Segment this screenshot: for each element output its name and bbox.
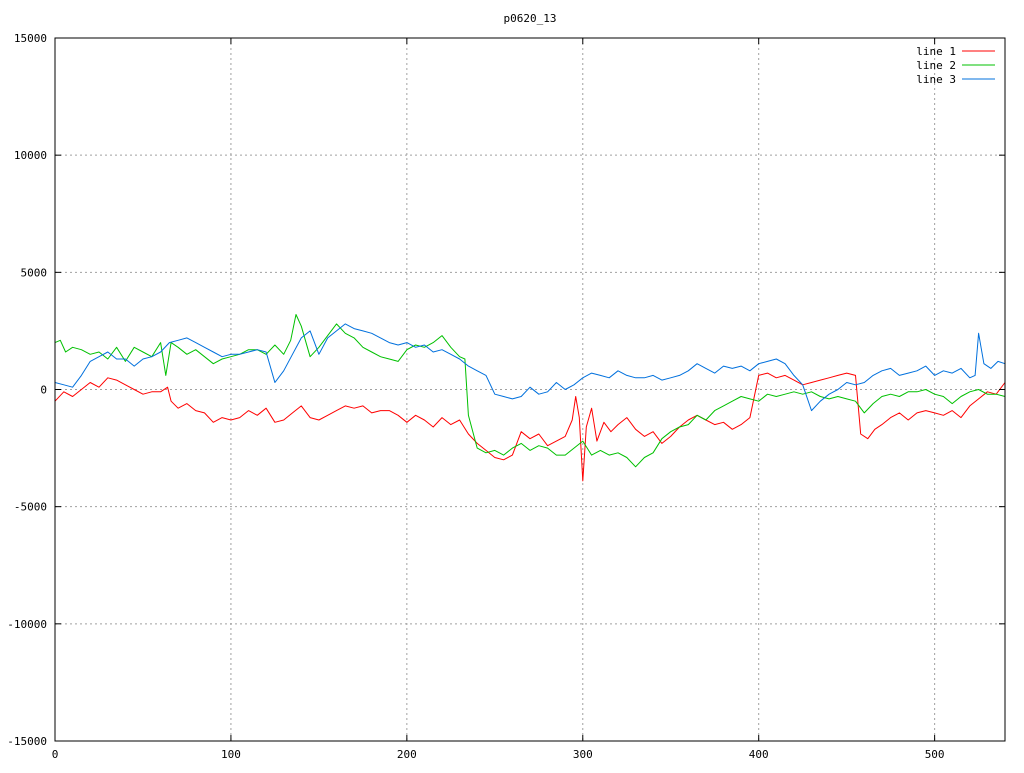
x-tick-label: 500 xyxy=(925,748,945,761)
series-layer xyxy=(54,314,1006,482)
y-tick-label: 0 xyxy=(40,384,47,397)
legend-label: line 2 xyxy=(916,59,956,72)
x-tick-label: 300 xyxy=(573,748,593,761)
x-tick-label: 200 xyxy=(397,748,417,761)
y-tick-label: -10000 xyxy=(7,618,47,631)
series-line-1 xyxy=(54,372,1006,482)
series-line-3 xyxy=(54,323,1006,412)
y-tick-label: -15000 xyxy=(7,735,47,748)
legend-label: line 3 xyxy=(916,73,956,86)
x-tick-label: 100 xyxy=(221,748,241,761)
x-tick-label: 0 xyxy=(52,748,59,761)
y-tick-label: 5000 xyxy=(21,266,48,279)
y-tick-label: 15000 xyxy=(14,32,47,45)
x-tick-label: 400 xyxy=(749,748,769,761)
y-tick-label: -5000 xyxy=(14,501,47,514)
axis-ticks: -15000 -10000 -5000 0 5000 10000 15000 0 100 200 3… xyxy=(7,32,1005,761)
grid xyxy=(55,38,1005,741)
legend-label: line 1 xyxy=(916,45,956,58)
series-line-2 xyxy=(54,314,1006,468)
chart-title: p0620_13 xyxy=(504,12,557,25)
y-tick-label: 10000 xyxy=(14,149,47,162)
